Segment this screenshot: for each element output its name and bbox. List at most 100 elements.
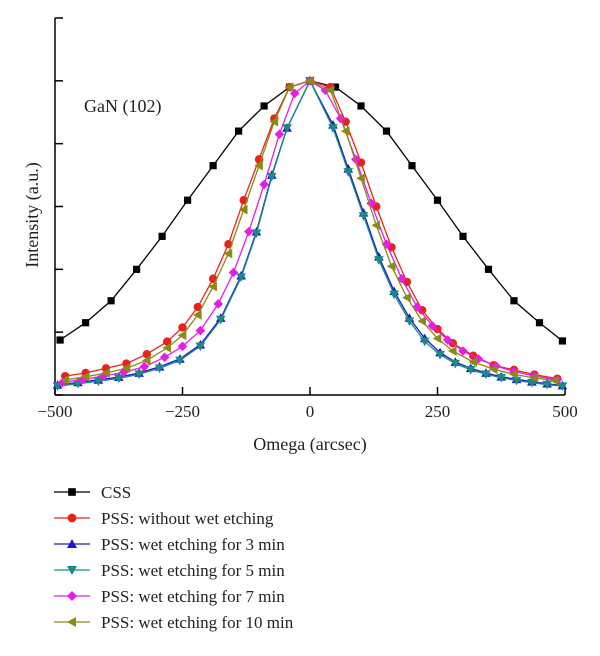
data-point	[121, 363, 131, 374]
data-point	[432, 333, 442, 344]
legend-label: PSS: wet etching for 5 min	[101, 561, 285, 580]
data-point	[259, 179, 269, 190]
data-point	[266, 172, 277, 182]
data-point	[254, 160, 263, 171]
data-point	[442, 335, 453, 345]
data-point	[325, 85, 335, 96]
data-point	[358, 212, 369, 221]
legend-label: CSS	[101, 483, 131, 502]
data-point	[408, 162, 416, 170]
series-0	[56, 77, 567, 345]
data-point	[269, 116, 279, 127]
data-point	[402, 292, 411, 303]
data-point	[473, 354, 484, 364]
data-point	[178, 323, 187, 332]
data-point	[274, 129, 285, 140]
data-point	[450, 359, 461, 369]
series-line	[65, 80, 555, 382]
data-point	[404, 317, 415, 326]
data-point	[510, 297, 518, 305]
data-point	[67, 539, 77, 548]
data-point	[139, 361, 150, 372]
annotation-gan-102: GaN (102)	[84, 96, 161, 117]
data-point	[481, 370, 491, 380]
data-point	[417, 316, 427, 326]
data-point	[159, 352, 170, 363]
data-point	[56, 336, 64, 344]
x-tick-label: 250	[425, 402, 451, 421]
data-point	[433, 196, 442, 204]
data-point	[175, 356, 185, 366]
data-point	[389, 290, 399, 300]
data-point	[133, 265, 141, 273]
data-point	[357, 102, 365, 110]
data-point	[177, 330, 187, 341]
series-line	[62, 80, 558, 384]
data-point	[184, 196, 192, 204]
data-point	[328, 124, 338, 133]
data-point	[213, 299, 223, 309]
x-tick-label: 500	[552, 402, 578, 421]
data-point	[374, 256, 384, 265]
data-point	[527, 378, 537, 388]
data-point	[101, 368, 110, 378]
data-point	[235, 127, 243, 135]
data-point	[496, 373, 507, 383]
data-point	[427, 321, 438, 331]
data-point	[228, 267, 239, 278]
data-point	[459, 232, 467, 240]
legend-label: PSS: wet etching for 10 min	[101, 613, 294, 632]
series-line	[57, 79, 563, 387]
data-point	[509, 369, 518, 380]
data-point	[542, 380, 552, 390]
legend-label: PSS: wet etching for 3 min	[101, 535, 285, 554]
series-4	[57, 76, 563, 388]
data-point	[68, 488, 76, 496]
data-point	[558, 337, 567, 345]
series-3	[52, 76, 568, 392]
legend-item-4: PSS: wet etching for 7 min	[54, 587, 285, 606]
data-point	[238, 204, 248, 215]
data-point	[158, 232, 166, 240]
plot-axes: −500 −250 0 250 500	[37, 17, 578, 421]
data-point	[331, 83, 340, 91]
legend-label: PSS: wet etching for 7 min	[101, 587, 285, 606]
data-point	[511, 376, 522, 386]
data-point	[236, 273, 246, 282]
legend-item-3: PSS: wet etching for 5 min	[54, 561, 285, 580]
data-point	[366, 198, 376, 209]
series-2	[52, 76, 568, 390]
data-point	[412, 302, 422, 312]
data-point	[67, 566, 77, 575]
data-point	[260, 102, 268, 110]
data-point	[223, 248, 233, 259]
data-point	[284, 82, 294, 92]
data-point	[386, 261, 396, 271]
legend-item-5: PSS: wet etching for 10 min	[54, 613, 294, 632]
data-point	[468, 357, 478, 367]
legend-item-1: PSS: without wet etching	[54, 509, 274, 528]
data-point	[550, 375, 559, 386]
series-line	[65, 80, 558, 380]
data-point	[356, 173, 365, 184]
data-point	[282, 124, 292, 133]
data-point	[209, 162, 217, 170]
data-point	[208, 281, 217, 292]
x-tick-label: −250	[165, 402, 200, 421]
data-point	[134, 370, 144, 380]
data-point	[381, 239, 392, 249]
data-point	[107, 297, 115, 305]
data-point	[488, 364, 498, 375]
series-layer	[52, 76, 568, 392]
data-point	[419, 337, 430, 347]
data-point	[67, 591, 77, 601]
data-point	[142, 355, 151, 366]
data-point	[343, 168, 354, 177]
data-point	[484, 265, 493, 273]
series-line	[57, 79, 563, 387]
data-point	[529, 373, 539, 383]
data-point	[195, 342, 206, 352]
legend-label: PSS: without wet etching	[101, 509, 274, 528]
data-point	[193, 310, 202, 320]
